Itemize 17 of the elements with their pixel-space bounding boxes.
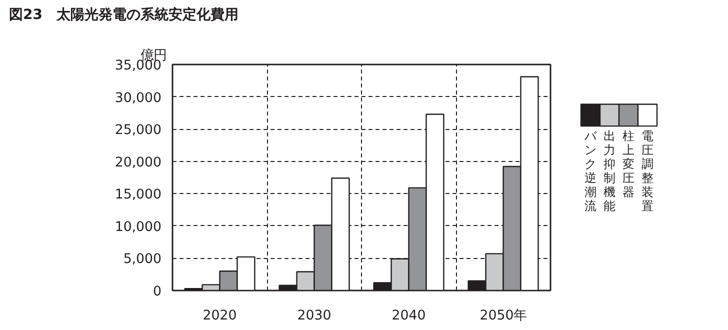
legend-label: 電圧調整装置 [642, 129, 654, 214]
x-tick-label: 2020 [202, 308, 237, 324]
x-tick-label: 2030 [297, 308, 332, 324]
y-tick-label: 5,000 [123, 252, 162, 268]
y-tick-label: 30,000 [114, 90, 162, 106]
legend-label: 柱上変圧器 [622, 129, 634, 200]
y-tick-label: 15,000 [114, 188, 162, 203]
legend-label: 出力抑制機能 [604, 129, 616, 214]
y-tick-label: 0 [153, 284, 162, 300]
legend-label: バンク逆潮流 [584, 129, 598, 214]
y-tick-label: 10,000 [114, 220, 162, 235]
y-tick-label: 25,000 [114, 123, 162, 138]
x-tick-label: 2050年 [480, 308, 527, 324]
x-tick-label: 2040 [392, 308, 426, 324]
y-tick-label: 35,000 [114, 58, 162, 74]
chart-title: 図23 太陽光発電の系統安定化費用 [9, 6, 238, 25]
y-tick-label: 20,000 [114, 155, 162, 170]
